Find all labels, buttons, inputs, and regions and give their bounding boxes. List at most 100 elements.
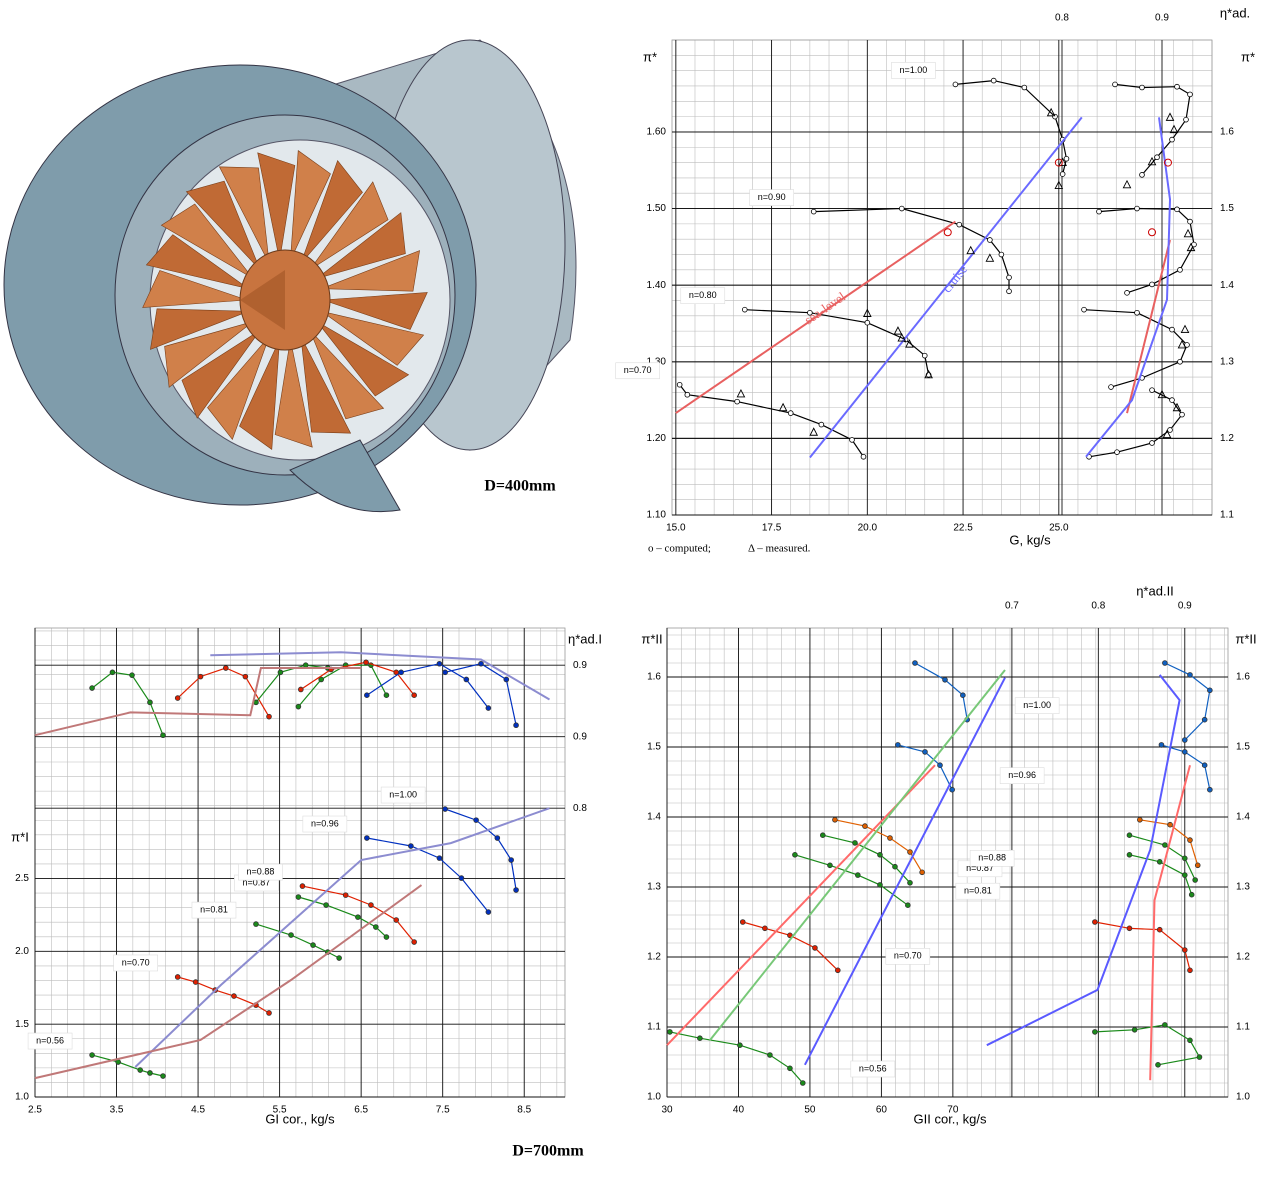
point xyxy=(1178,267,1183,272)
chart: 2.53.54.55.56.57.58.51.01.52.02.50.90.90… xyxy=(11,628,602,1126)
point xyxy=(514,723,519,728)
design-point xyxy=(944,229,951,236)
series-line xyxy=(210,652,549,699)
x-tick-label: 40 xyxy=(733,1105,745,1116)
point xyxy=(495,836,500,841)
series-line xyxy=(135,808,549,1067)
point xyxy=(1127,926,1132,931)
point xyxy=(1127,852,1132,857)
point xyxy=(878,883,883,888)
point xyxy=(267,1011,272,1016)
point xyxy=(198,674,203,679)
point xyxy=(1022,85,1027,90)
plot-frame xyxy=(35,628,565,1097)
point xyxy=(1135,310,1140,315)
y2-tick-label: 1.4 xyxy=(1220,280,1234,291)
speed-label: n=0.96 xyxy=(1008,770,1036,780)
point xyxy=(1127,833,1132,838)
y2-tick-label: 0.9 xyxy=(573,660,587,671)
y2-tick-label: 1.5 xyxy=(1236,742,1250,753)
point xyxy=(1137,817,1142,822)
point xyxy=(138,1068,143,1073)
y-tick-label: 1.40 xyxy=(647,280,667,291)
point xyxy=(1197,1055,1202,1060)
point xyxy=(1182,948,1187,953)
x-tick-label: 60 xyxy=(876,1105,888,1116)
point xyxy=(1189,892,1194,897)
point xyxy=(373,925,378,930)
point xyxy=(1193,878,1198,883)
point xyxy=(364,660,369,665)
point xyxy=(1182,750,1187,755)
point xyxy=(1188,838,1193,843)
point xyxy=(938,763,943,768)
point xyxy=(412,940,417,945)
caption: D=700mm xyxy=(512,1143,584,1160)
y-tick-label: 1.3 xyxy=(647,882,661,893)
point xyxy=(1188,1038,1193,1043)
point xyxy=(943,677,948,682)
series-line xyxy=(915,663,967,720)
y2-tick-label: 1.6 xyxy=(1236,672,1250,683)
point xyxy=(474,818,479,823)
point xyxy=(1195,863,1200,868)
y2-tick-label: 1.5 xyxy=(1220,203,1234,214)
point xyxy=(1180,412,1185,417)
point xyxy=(486,910,491,915)
speed-label: n=0.70 xyxy=(624,365,652,375)
y2-tick-label: 1.1 xyxy=(1236,1022,1250,1033)
x2-tick-label: 0.8 xyxy=(1055,13,1069,24)
speed-label: n=0.80 xyxy=(689,290,717,300)
point xyxy=(895,743,900,748)
point xyxy=(1207,688,1212,693)
x-tick-label: 7.5 xyxy=(436,1105,450,1116)
point xyxy=(835,968,840,973)
point xyxy=(459,876,464,881)
point xyxy=(384,935,389,940)
point xyxy=(1113,82,1118,87)
speed-label: n=0.88 xyxy=(247,866,275,876)
measured-point xyxy=(986,254,993,261)
point xyxy=(788,411,793,416)
speed-label: n=0.90 xyxy=(758,192,786,202)
speed-label: n=0.70 xyxy=(122,957,150,967)
point xyxy=(161,733,166,738)
point xyxy=(920,870,925,875)
series-line xyxy=(1150,765,1190,1080)
axis-title: π*II xyxy=(1235,631,1256,646)
x2-tick-label: 0.7 xyxy=(1005,601,1019,612)
point xyxy=(957,222,962,227)
engine-render xyxy=(4,40,576,512)
y2-tick-label: 1.3 xyxy=(1236,882,1250,893)
point xyxy=(412,693,417,698)
point xyxy=(828,863,833,868)
axis-title: η*ad.I xyxy=(568,631,602,646)
y-tick-label: 1.0 xyxy=(15,1092,29,1103)
point xyxy=(1162,1023,1167,1028)
point xyxy=(1168,822,1173,827)
point xyxy=(1155,155,1160,160)
point xyxy=(740,920,745,925)
y-tick-label: 1.5 xyxy=(647,742,661,753)
point xyxy=(408,844,413,849)
point xyxy=(1150,388,1155,393)
x2-tick-label: 0.9 xyxy=(1155,13,1169,24)
point xyxy=(311,943,316,948)
point xyxy=(289,933,294,938)
point xyxy=(1157,859,1162,864)
point xyxy=(509,858,514,863)
point xyxy=(1092,1030,1097,1035)
point xyxy=(950,787,955,792)
point xyxy=(905,903,910,908)
point xyxy=(443,807,448,812)
point xyxy=(1007,289,1012,294)
point xyxy=(1082,307,1087,312)
point xyxy=(813,946,818,951)
speed-label: n=0.96 xyxy=(311,818,339,828)
axis-title: η*ad. xyxy=(1220,5,1250,20)
y-tick-label: 1.20 xyxy=(647,433,667,444)
measured-point xyxy=(779,404,786,411)
y2-tick-label: 1.4 xyxy=(1236,812,1250,823)
speed-label: n=0.56 xyxy=(859,1063,887,1073)
point xyxy=(1109,385,1114,390)
